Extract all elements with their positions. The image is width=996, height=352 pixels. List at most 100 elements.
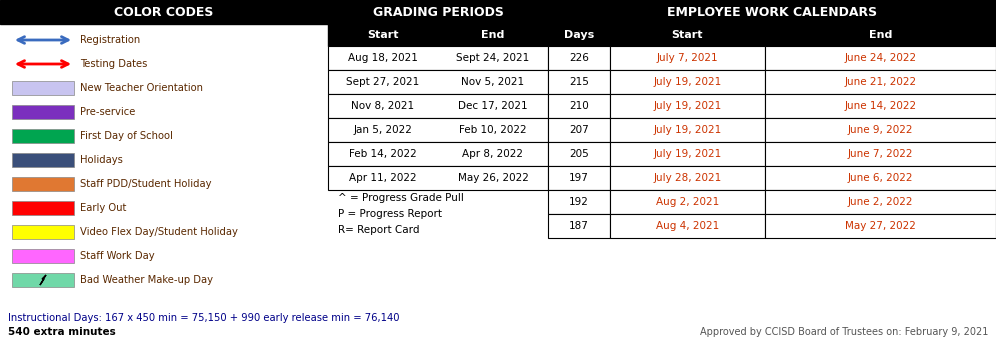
Text: Registration: Registration (80, 35, 140, 45)
Text: Staff PDD/Student Holiday: Staff PDD/Student Holiday (80, 179, 211, 189)
Text: EMPLOYEE WORK CALENDARS: EMPLOYEE WORK CALENDARS (667, 6, 877, 19)
Bar (765, 214, 996, 238)
Bar (12, 177, 74, 191)
Text: Holidays: Holidays (80, 155, 123, 165)
Text: Nov 5, 2021: Nov 5, 2021 (461, 77, 525, 87)
Text: Aug 2, 2021: Aug 2, 2021 (656, 197, 719, 207)
Text: May 26, 2022: May 26, 2022 (457, 173, 529, 183)
Bar (765, 118, 996, 142)
Text: Pre-service: Pre-service (80, 107, 135, 117)
Text: 226: 226 (569, 53, 589, 63)
Text: Jan 5, 2022: Jan 5, 2022 (354, 125, 412, 135)
Bar (548, 118, 610, 142)
Bar (610, 70, 765, 94)
Text: End: End (481, 30, 505, 40)
Text: GRADING PERIODS: GRADING PERIODS (373, 6, 503, 19)
Text: June 14, 2022: June 14, 2022 (845, 101, 916, 111)
Text: 197: 197 (569, 173, 589, 183)
Bar (328, 0, 996, 24)
Bar (328, 118, 548, 142)
Bar (0, 0, 328, 24)
Text: Early Out: Early Out (80, 203, 126, 213)
Text: R= Report Card: R= Report Card (338, 225, 419, 235)
Text: Video Flex Day/Student Holiday: Video Flex Day/Student Holiday (80, 227, 238, 237)
Bar (765, 46, 996, 70)
Bar (610, 214, 765, 238)
Bar (610, 46, 765, 70)
Bar (548, 94, 610, 118)
Text: June 6, 2022: June 6, 2022 (848, 173, 913, 183)
Bar (328, 46, 548, 70)
Text: July 28, 2021: July 28, 2021 (653, 173, 722, 183)
Bar (328, 70, 548, 94)
Text: Approved by CCISD Board of Trustees on: February 9, 2021: Approved by CCISD Board of Trustees on: … (699, 327, 988, 337)
Text: Testing Dates: Testing Dates (80, 59, 147, 69)
Text: Sept 24, 2021: Sept 24, 2021 (456, 53, 530, 63)
Bar (548, 46, 610, 70)
Text: Dec 17, 2021: Dec 17, 2021 (458, 101, 528, 111)
Bar (765, 70, 996, 94)
Text: 205: 205 (569, 149, 589, 159)
Text: June 9, 2022: June 9, 2022 (848, 125, 913, 135)
Text: Sept 27, 2021: Sept 27, 2021 (347, 77, 419, 87)
Bar (12, 129, 74, 143)
Bar (12, 105, 74, 119)
Text: June 21, 2022: June 21, 2022 (845, 77, 916, 87)
Text: 192: 192 (569, 197, 589, 207)
Bar (548, 142, 610, 166)
Bar (328, 142, 548, 166)
Text: 210: 210 (569, 101, 589, 111)
Text: First Day of School: First Day of School (80, 131, 173, 141)
Bar (328, 94, 548, 118)
Text: Bad Weather Make-up Day: Bad Weather Make-up Day (80, 275, 213, 285)
Text: Aug 4, 2021: Aug 4, 2021 (656, 221, 719, 231)
Polygon shape (40, 275, 46, 285)
Bar (765, 94, 996, 118)
Bar (328, 24, 548, 46)
Text: COLOR CODES: COLOR CODES (115, 6, 214, 19)
Text: Nov 8, 2021: Nov 8, 2021 (352, 101, 414, 111)
Bar (12, 249, 74, 263)
Text: Days: Days (564, 30, 595, 40)
Bar (548, 214, 610, 238)
Text: Aug 18, 2021: Aug 18, 2021 (348, 53, 418, 63)
Text: July 7, 2021: July 7, 2021 (656, 53, 718, 63)
Bar (765, 190, 996, 214)
Text: Feb 14, 2022: Feb 14, 2022 (350, 149, 417, 159)
Text: June 7, 2022: June 7, 2022 (848, 149, 913, 159)
Bar (12, 273, 74, 287)
Text: June 24, 2022: June 24, 2022 (845, 53, 916, 63)
Bar (610, 166, 765, 190)
Text: 215: 215 (569, 77, 589, 87)
Text: July 19, 2021: July 19, 2021 (653, 125, 722, 135)
Bar (12, 153, 74, 167)
Text: New Teacher Orientation: New Teacher Orientation (80, 83, 203, 93)
Bar (610, 142, 765, 166)
Text: Instructional Days: 167 x 450 min = 75,150 + 990 early release min = 76,140: Instructional Days: 167 x 450 min = 75,1… (8, 313, 399, 323)
Bar (12, 225, 74, 239)
Text: 540 extra minutes: 540 extra minutes (8, 327, 116, 337)
Text: Feb 10, 2022: Feb 10, 2022 (459, 125, 527, 135)
Bar (12, 81, 74, 95)
Text: Start: Start (671, 30, 703, 40)
Text: P = Progress Report: P = Progress Report (338, 209, 442, 219)
Bar (765, 142, 996, 166)
Bar (548, 166, 610, 190)
Bar (610, 94, 765, 118)
Text: Staff Work Day: Staff Work Day (80, 251, 154, 261)
Bar (610, 190, 765, 214)
Bar (12, 201, 74, 215)
Bar (328, 166, 548, 190)
Text: June 2, 2022: June 2, 2022 (848, 197, 913, 207)
Text: ^ = Progress Grade Pull: ^ = Progress Grade Pull (338, 193, 464, 203)
Text: 187: 187 (569, 221, 589, 231)
Text: 207: 207 (569, 125, 589, 135)
Bar (765, 166, 996, 190)
Bar (548, 24, 996, 46)
Text: Start: Start (368, 30, 398, 40)
Text: May 27, 2022: May 27, 2022 (845, 221, 916, 231)
Text: End: End (869, 30, 892, 40)
Bar (548, 190, 610, 214)
Text: Apr 11, 2022: Apr 11, 2022 (350, 173, 416, 183)
Text: July 19, 2021: July 19, 2021 (653, 101, 722, 111)
